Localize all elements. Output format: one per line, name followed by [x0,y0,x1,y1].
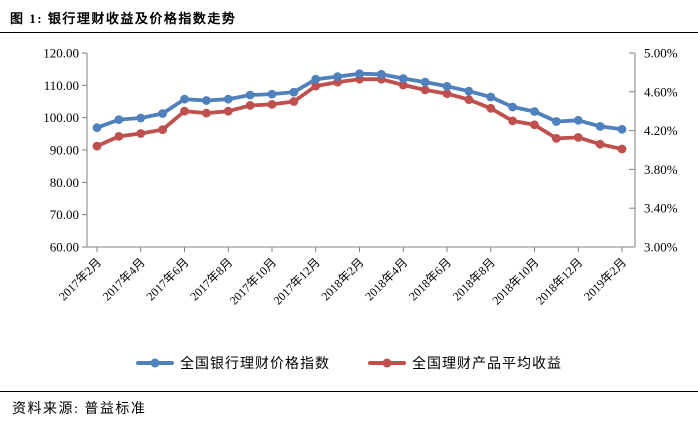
data-point [486,92,496,102]
data-point [551,117,561,126]
data-point [530,107,539,116]
data-point [573,115,583,125]
x-axis-tick-label: 2017年2月 [56,255,104,303]
source-note: 资料来源: 普益标准 [12,402,147,417]
data-point [289,97,299,106]
data-point [333,72,343,81]
data-point [223,106,233,116]
data-point [398,74,408,83]
x-axis-tick-label: 2017年6月 [144,255,192,303]
legend-item-avg-yield: 全国理财产品平均收益 [368,353,562,373]
data-point [311,74,321,84]
data-point [420,77,430,87]
x-axis-tick-label: 2019年2月 [581,255,629,303]
left-axis-tick-label: 100.00 [43,110,79,125]
data-point [420,85,430,95]
data-point [464,86,474,96]
legend-marker-red-line [368,358,406,368]
data-point [136,129,146,138]
x-axis-tick-label: 2018年2月 [319,255,367,303]
data-point [158,109,168,118]
data-point [376,69,386,79]
x-axis-tick-label: 2018年4月 [362,255,410,303]
legend-label-avg-yield: 全国理财产品平均收益 [412,357,562,372]
legend-marker-red-dot [382,358,392,368]
x-axis-tick-label: 2017年4月 [100,255,148,303]
data-point [486,103,496,113]
data-point [398,80,408,90]
left-axis-tick-label: 60.00 [50,240,79,255]
data-point [158,125,168,134]
legend-item-price-index: 全国银行理财价格指数 [136,353,330,373]
data-point [595,122,605,131]
x-axis-tick-label: 2017年12月 [271,255,323,307]
data-point [617,144,627,154]
legend-label-price-index: 全国银行理财价格指数 [180,357,330,372]
data-point [223,94,233,104]
data-point [551,134,561,143]
data-point [245,101,255,110]
data-point [617,124,627,134]
data-point [92,141,102,151]
data-point [311,81,321,91]
source-divider [0,391,698,392]
data-point [289,87,299,97]
title-divider [0,32,698,33]
data-point [201,96,211,105]
data-point [114,115,124,124]
right-axis-tick-label: 3.40% [644,201,678,216]
data-point [180,94,189,104]
right-axis-tick-label: 3.00% [644,240,678,255]
x-axis-tick-label: 2018年12月 [533,255,585,307]
left-axis-tick-label: 110.00 [44,78,79,93]
data-point [355,69,364,79]
right-axis-tick-label: 3.80% [644,162,678,177]
left-axis-tick-label: 80.00 [50,175,79,190]
legend-marker-blue-dot [150,358,160,368]
data-point [595,139,605,149]
left-axis-tick-label: 90.00 [50,143,79,158]
data-point [201,108,211,118]
right-axis-tick-label: 4.20% [644,123,678,138]
left-axis-tick-label: 120.00 [43,46,79,61]
data-point [442,89,452,99]
data-point [464,95,474,104]
data-point [114,132,124,141]
legend-marker-blue-line [136,358,174,368]
data-point [180,106,189,116]
left-axis-tick-label: 70.00 [50,207,79,222]
figure-title: 图 1: 银行理财收益及价格指数走势 [10,11,237,26]
data-point [136,113,146,123]
data-point [573,133,583,142]
x-axis-tick-label: 2018年6月 [406,255,454,303]
data-point [92,123,102,133]
line-chart: 60.00 70.00 80.00 90.00 100.00 110.00 120.00 3.… [43,46,678,308]
data-point [530,120,539,130]
data-point [245,90,255,100]
chart-legend: 全国银行理财价格指数 全国理财产品平均收益 [0,353,698,373]
right-axis-tick-label: 5.00% [644,46,678,61]
data-point [442,81,452,91]
data-point [267,100,277,109]
data-point [267,89,277,99]
data-point [508,102,518,112]
right-axis-tick-label: 4.60% [644,84,678,99]
data-point [508,116,518,126]
